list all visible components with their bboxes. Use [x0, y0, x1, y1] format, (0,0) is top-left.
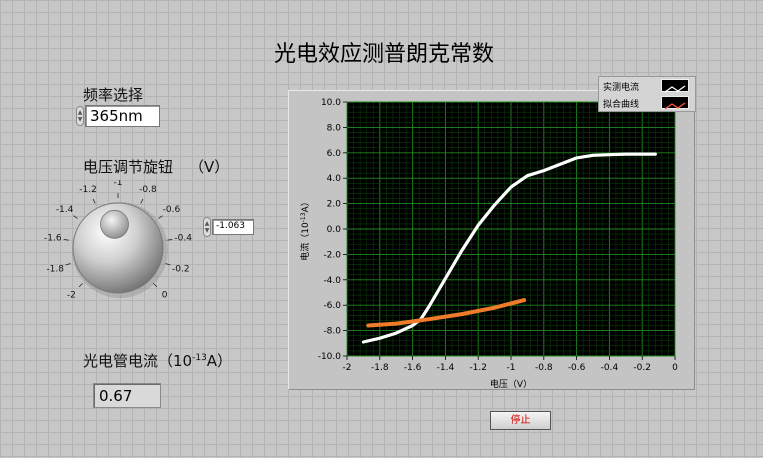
x-tick-label: -1.4 [437, 363, 455, 373]
knob-tick-mark [153, 283, 158, 288]
knob-label: 电压调节旋钮 （V） [83, 156, 229, 177]
y-axis-ticks: 10.0 8.0 6.0 4.0 2.0 0.0 -2.0 -4.0 -6.0 -8.0 -10.0 [318, 98, 347, 362]
frequency-label: 频率选择 [83, 86, 144, 104]
spinner-down-icon: ▼ [77, 116, 83, 123]
frequency-spinner[interactable]: ▲ ▼ [76, 106, 84, 126]
y-axis-label-suffix: A） [300, 197, 311, 212]
knob-tick-mark [92, 198, 96, 204]
frequency-select[interactable]: 365nm [85, 105, 160, 127]
x-tick-label: -0.6 [568, 363, 586, 373]
knob-tick-mark [78, 283, 83, 288]
spinner-down-icon: ▼ [204, 227, 210, 234]
knob-tick-label: -0.8 [139, 185, 157, 195]
knob-tick-label: -0.2 [172, 264, 190, 274]
x-tick-label: -1.6 [404, 363, 422, 373]
knob-tick-mark [63, 239, 69, 241]
y-tick-label: -8.0 [323, 327, 341, 337]
knob-tick-label: -1.4 [56, 205, 74, 215]
knob-tick-label: -2 [67, 291, 76, 301]
knob-pointer [100, 209, 129, 239]
knob-tick-mark [167, 239, 173, 241]
knob-tick-mark [73, 215, 78, 219]
y-axis-label-exponent: -13 [300, 212, 307, 222]
x-tick-label: -0.2 [633, 363, 651, 373]
legend-label-fitted: 拟合曲线 [603, 100, 640, 110]
knob-tick-label: -1.6 [44, 234, 62, 244]
knob-scale: -2 -1.8 -1.6 -1.4 -1.2 -1 -0.8 -0.6 -0.4 -0.2 0 [44, 180, 192, 301]
current-label-suffix: A） [206, 352, 233, 370]
knob-tick-label: 0 [162, 291, 168, 301]
iv-chart: -2 -1.8 -1.6 -1.4 -1.2 -1 -0.8 -0.6 -0.4 -0.2 0 10… [299, 98, 678, 390]
series-line-fitted [366, 298, 527, 328]
knob-tick-label: -0.6 [163, 205, 181, 215]
current-label-exponent: -13 [192, 353, 207, 363]
x-tick-label: -2 [343, 363, 352, 373]
current-value: 0.67 [93, 383, 161, 408]
x-tick-label: -1.8 [371, 363, 389, 373]
y-tick-label: 8.0 [327, 123, 342, 133]
y-tick-label: 10.0 [321, 98, 341, 108]
chart-legend: 实测电流 拟合曲线 [598, 76, 696, 112]
knob-tick-mark [140, 198, 144, 204]
chart-series [361, 152, 657, 344]
x-tick-label: -1.2 [469, 363, 487, 373]
y-axis-label: 电流（10-13A） [299, 197, 311, 260]
y-tick-label: -10.0 [318, 352, 342, 362]
knob-label-text: 电压调节旋钮 [83, 158, 174, 176]
knob-dial[interactable] [72, 202, 164, 294]
legend-item-fitted: 拟合曲线 [603, 97, 639, 110]
series-line-measured [361, 152, 657, 344]
chart-panel: -2 -1.8 -1.6 -1.4 -1.2 -1 -0.8 -0.6 -0.4 -0.2 0 10… [288, 90, 695, 390]
x-axis-ticks: -2 -1.8 -1.6 -1.4 -1.2 -1 -0.8 -0.6 -0.4 -0.2 0 [343, 356, 678, 373]
y-tick-label: 0.0 [327, 225, 342, 235]
x-tick-label: -0.4 [601, 363, 619, 373]
y-tick-label: 2.0 [327, 200, 342, 210]
knob-tick-mark [165, 263, 171, 266]
legend-item-measured: 实测电流 [603, 80, 639, 93]
knob-tick-label: -1.2 [79, 185, 97, 195]
current-label-prefix: 光电管电流（10 [83, 352, 193, 370]
y-tick-label: -4.0 [323, 276, 341, 286]
x-tick-label: -1 [507, 363, 516, 373]
page-title: 光电效应测普朗克常数 [273, 42, 494, 67]
knob-tick-label: -0.4 [174, 234, 192, 244]
legend-swatch-measured[interactable] [661, 79, 689, 93]
knob-unit: （V） [189, 158, 230, 176]
knob-tick-mark [158, 215, 163, 219]
knob-tick-mark [65, 263, 71, 266]
spinner-up-icon: ▲ [77, 109, 83, 116]
current-label: 光电管电流（10-13A） [83, 350, 232, 371]
knob-value-field[interactable]: -1.063 [212, 219, 254, 235]
knob-tick-label: -1 [114, 180, 123, 188]
knob-tick-label: -1.8 [46, 264, 64, 274]
y-tick-label: 4.0 [327, 174, 342, 184]
x-axis-label: 电压（V） [490, 378, 532, 389]
x-tick-label: -0.8 [535, 363, 553, 373]
x-tick-label: 0 [672, 363, 678, 373]
legend-swatch-fitted[interactable] [661, 96, 689, 110]
voltage-knob[interactable]: -2 -1.8 -1.6 -1.4 -1.2 -1 -0.8 -0.6 -0.4 -0.2 0 [40, 180, 220, 330]
y-tick-label: -2.0 [323, 250, 341, 260]
y-axis-label-prefix: 电流（10 [299, 222, 311, 261]
legend-label-measured: 实测电流 [603, 83, 640, 93]
spinner-up-icon: ▲ [204, 220, 210, 227]
stop-button[interactable]: 停止 [490, 411, 551, 430]
y-tick-label: 6.0 [327, 149, 342, 159]
knob-value-spinner[interactable]: ▲ ▼ [203, 217, 211, 237]
y-tick-label: -6.0 [323, 301, 341, 311]
